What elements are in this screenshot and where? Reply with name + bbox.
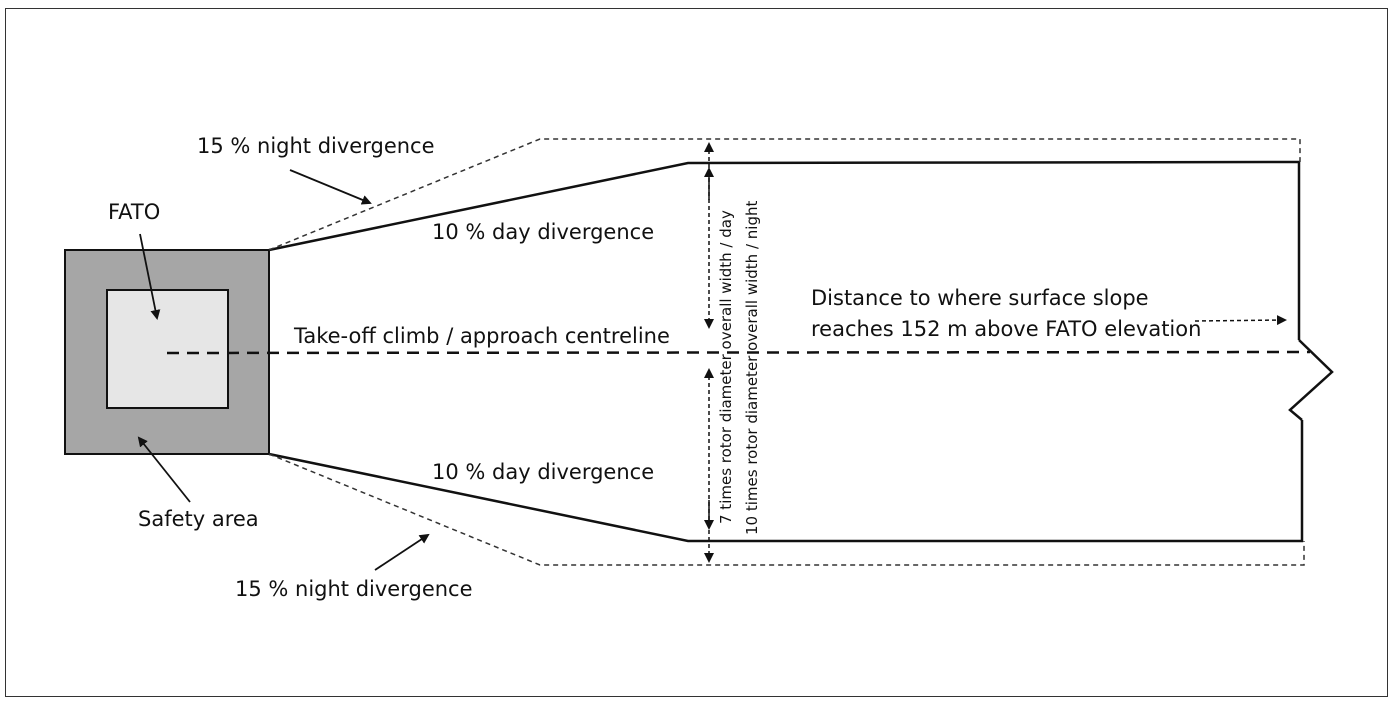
night-div-bottom-label: 15 % night divergence bbox=[235, 577, 473, 601]
day-div-bottom-label: 10 % day divergence bbox=[432, 460, 654, 484]
safety-area-label: Safety area bbox=[138, 507, 259, 531]
day-surface-bottom bbox=[268, 420, 1304, 543]
distance-label-line1: Distance to where surface slope bbox=[811, 286, 1149, 310]
night-surface-bottom bbox=[268, 453, 1305, 566]
night-div-top-label: 15 % night divergence bbox=[197, 134, 435, 158]
day-div-top-label: 10 % day divergence bbox=[432, 220, 654, 244]
fato-label: FATO bbox=[108, 200, 160, 224]
day-surface-top bbox=[268, 160, 1301, 340]
diagram-frame bbox=[5, 8, 1388, 697]
distance-label-line2: reaches 152 m above FATO elevation bbox=[811, 317, 1201, 341]
fato-pointer bbox=[139, 233, 161, 320]
night-div-bottom-pointer bbox=[374, 533, 430, 571]
width-night-label: 10 times rotor diameter overall width / … bbox=[743, 201, 761, 535]
distance-pointer bbox=[1194, 315, 1287, 326]
centreline-label: Take-off climb / approach centreline bbox=[293, 324, 670, 348]
centreline bbox=[166, 350, 1311, 355]
night-surface-top bbox=[268, 138, 1301, 251]
width-day-label: 7 times rotor diameter overall width / d… bbox=[717, 210, 735, 524]
break-symbol bbox=[1288, 339, 1334, 421]
safety-area-pointer bbox=[137, 436, 191, 503]
night-div-top-pointer bbox=[289, 169, 372, 205]
fato-area bbox=[106, 289, 229, 409]
